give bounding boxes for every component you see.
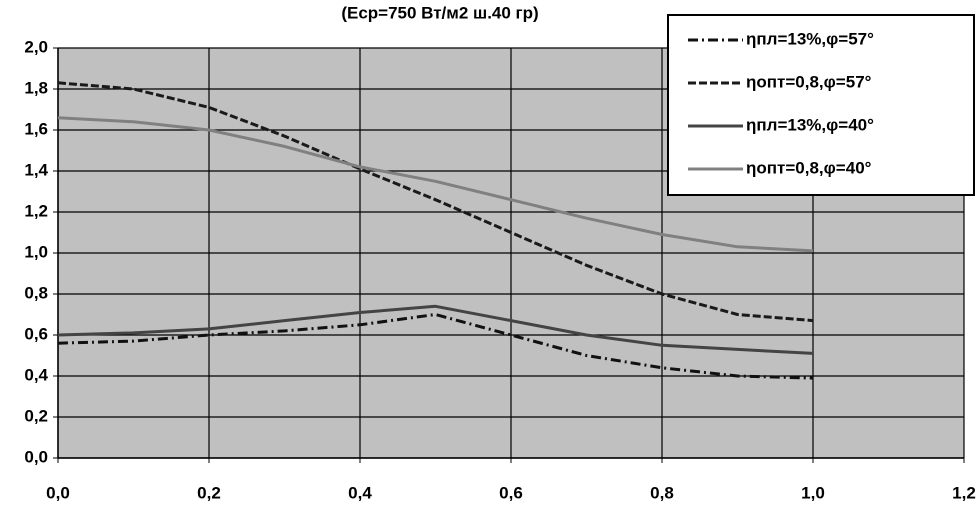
- legend-label: ηпл=13%,φ=57°: [746, 29, 874, 48]
- x-tick-label: 1,2: [952, 483, 976, 502]
- legend-box: [667, 14, 975, 196]
- x-tick-label: 0,4: [348, 483, 372, 502]
- y-tick-label: 0,4: [24, 365, 48, 384]
- x-tick-label: 0,6: [499, 483, 523, 502]
- y-tick-label: 0,8: [24, 283, 48, 302]
- y-tick-label: 1,8: [24, 78, 48, 97]
- y-tick-label: 1,6: [24, 119, 48, 138]
- x-tick-label: 0,8: [650, 483, 674, 502]
- legend-label: ηопт=0,8,φ=40°: [746, 158, 872, 177]
- series-line: [57, 116, 814, 253]
- y-tick-label: 0,2: [24, 406, 48, 425]
- legend: ηпл=13%,φ=57° ηопт=0,8,φ=57° ηпл=13%,φ=40°…: [667, 14, 975, 196]
- x-tick-label: 1,0: [801, 483, 825, 502]
- y-tick-label: 0,0: [24, 447, 48, 466]
- x-tick-label: 0,0: [46, 483, 70, 502]
- legend-label: ηпл=13%,φ=40°: [746, 115, 874, 134]
- y-tick-label: 0,6: [24, 324, 48, 343]
- y-tick-label: 2,0: [24, 37, 48, 56]
- legend-label: ηопт=0,8,φ=57°: [746, 72, 872, 91]
- y-tick-label: 1,4: [24, 160, 48, 179]
- series-line: [57, 304, 814, 355]
- series-line: [57, 313, 814, 380]
- chart-subtitle: (Еср=750 Вт/м2 ш.40 гр): [341, 3, 538, 22]
- y-tick-label: 1,2: [24, 201, 48, 220]
- y-tick-label: 1,0: [24, 242, 48, 261]
- series-line: [57, 81, 814, 323]
- x-tick-label: 0,2: [197, 483, 221, 502]
